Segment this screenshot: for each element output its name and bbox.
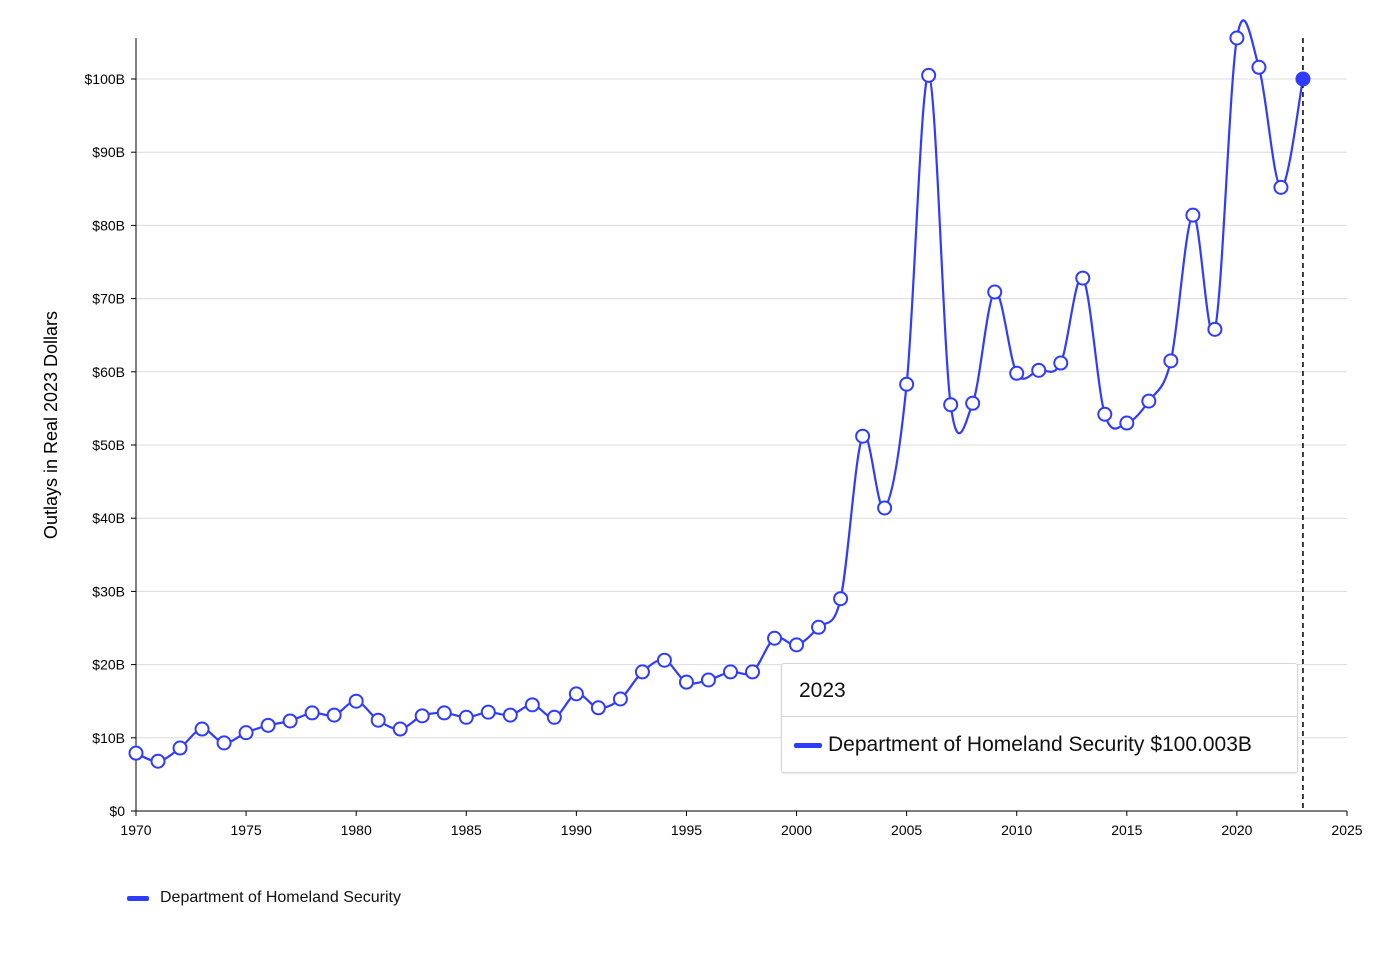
data-point-2023[interactable] — [1295, 71, 1311, 87]
data-point-1978[interactable] — [304, 705, 320, 721]
data-point-1988[interactable] — [524, 697, 540, 713]
data-point-1980[interactable] — [348, 693, 364, 709]
data-point-1998[interactable] — [745, 664, 761, 680]
y-axis: $0 $10B $20B $30B $40B $50B $60B $70B $80B $90B $1… — [85, 71, 136, 819]
legend-item-homeland-security[interactable]: Department of Homeland Security — [127, 889, 401, 907]
data-point-1973[interactable] — [194, 721, 210, 737]
data-point-1975[interactable] — [238, 725, 254, 741]
legend-swatch-icon — [127, 895, 149, 901]
gridlines — [136, 78, 1347, 739]
data-point-2010[interactable] — [1009, 365, 1025, 381]
data-point-2016[interactable] — [1141, 393, 1157, 409]
y-tick-label: $50B — [92, 437, 125, 453]
data-point-1974[interactable] — [216, 735, 232, 751]
tooltip-row: Department of Homeland Security $100.003… — [782, 717, 1297, 773]
x-tick-label: 1975 — [231, 822, 262, 838]
data-point-2014[interactable] — [1097, 406, 1113, 422]
x-tick-label: 1980 — [341, 822, 372, 838]
data-point-1993[interactable] — [634, 664, 650, 680]
data-point-2021[interactable] — [1251, 59, 1267, 75]
data-point-2011[interactable] — [1031, 362, 1047, 378]
data-point-1977[interactable] — [282, 713, 298, 729]
data-point-2000[interactable] — [789, 637, 805, 653]
data-point-2006[interactable] — [921, 67, 937, 83]
data-point-2007[interactable] — [943, 397, 959, 413]
data-point-2013[interactable] — [1075, 270, 1091, 286]
data-point-1986[interactable] — [480, 704, 496, 720]
tooltip-series-name: Department of Homeland Security — [828, 733, 1145, 756]
y-tick-label: $20B — [92, 657, 125, 673]
data-point-1984[interactable] — [436, 705, 452, 721]
data-point-1999[interactable] — [767, 630, 783, 646]
y-tick-label: $100B — [85, 71, 125, 87]
tooltip-value: $100.003B — [1150, 733, 1252, 756]
data-point-1987[interactable] — [502, 707, 518, 723]
data-point-2001[interactable] — [811, 619, 827, 635]
y-tick-label: $90B — [92, 144, 125, 160]
x-tick-label: 1995 — [671, 822, 702, 838]
x-tick-label: 1990 — [561, 822, 592, 838]
data-point-2012[interactable] — [1053, 355, 1069, 371]
data-point-2004[interactable] — [877, 500, 893, 516]
data-point-1972[interactable] — [172, 740, 188, 756]
data-point-2015[interactable] — [1119, 415, 1135, 431]
x-tick-label: 1970 — [120, 822, 151, 838]
x-tick-label: 2020 — [1221, 822, 1252, 838]
x-tick-label: 2005 — [891, 822, 922, 838]
y-tick-label: $80B — [92, 217, 125, 233]
y-tick-label: $0 — [109, 803, 125, 819]
data-point-1992[interactable] — [612, 691, 628, 707]
y-tick-label: $40B — [92, 510, 125, 526]
x-tick-label: 2000 — [781, 822, 812, 838]
x-tick-label: 2015 — [1111, 822, 1142, 838]
x-tick-label: 2025 — [1331, 822, 1362, 838]
data-point-2005[interactable] — [899, 376, 915, 392]
data-point-1983[interactable] — [414, 708, 430, 724]
x-tick-label: 2010 — [1001, 822, 1032, 838]
data-point-2018[interactable] — [1185, 207, 1201, 223]
data-point-2003[interactable] — [855, 428, 871, 444]
data-point-2017[interactable] — [1163, 353, 1179, 369]
data-point-1990[interactable] — [568, 686, 584, 702]
data-point-2022[interactable] — [1273, 179, 1289, 195]
x-axis: 1970 1975 1980 1985 1990 1995 2000 2005 2010 2015… — [120, 811, 1363, 838]
data-points — [128, 30, 1311, 769]
data-point-1989[interactable] — [546, 709, 562, 725]
data-point-1996[interactable] — [700, 672, 716, 688]
y-tick-label: $30B — [92, 583, 125, 599]
data-point-2002[interactable] — [833, 591, 849, 607]
data-point-1981[interactable] — [370, 712, 386, 728]
tooltip-year: 2023 — [782, 664, 1297, 717]
data-point-1994[interactable] — [656, 652, 672, 668]
y-tick-label: $70B — [92, 291, 125, 307]
x-tick-label: 1985 — [451, 822, 482, 838]
data-point-1997[interactable] — [722, 664, 738, 680]
data-point-2019[interactable] — [1207, 321, 1223, 337]
data-point-1995[interactable] — [678, 674, 694, 690]
y-tick-label: $60B — [92, 364, 125, 380]
data-point-1979[interactable] — [326, 707, 342, 723]
series-line-homeland-security — [135, 19, 1305, 763]
legend-label: Department of Homeland Security — [160, 889, 401, 906]
data-point-2008[interactable] — [965, 395, 981, 411]
data-point-1982[interactable] — [392, 721, 408, 737]
series-swatch-icon — [794, 742, 822, 748]
data-point-1976[interactable] — [260, 717, 276, 733]
data-point-2020[interactable] — [1229, 30, 1245, 46]
y-tick-label: $10B — [92, 730, 125, 746]
data-point-2009[interactable] — [987, 284, 1003, 300]
y-axis-label: Outlays in Real 2023 Dollars — [41, 311, 61, 539]
data-point-1991[interactable] — [590, 700, 606, 716]
data-point-1985[interactable] — [458, 709, 474, 725]
tooltip: 2023 Department of Homeland Security $10… — [781, 663, 1298, 773]
data-point-1971[interactable] — [150, 753, 166, 769]
data-point-1970[interactable] — [128, 745, 144, 761]
